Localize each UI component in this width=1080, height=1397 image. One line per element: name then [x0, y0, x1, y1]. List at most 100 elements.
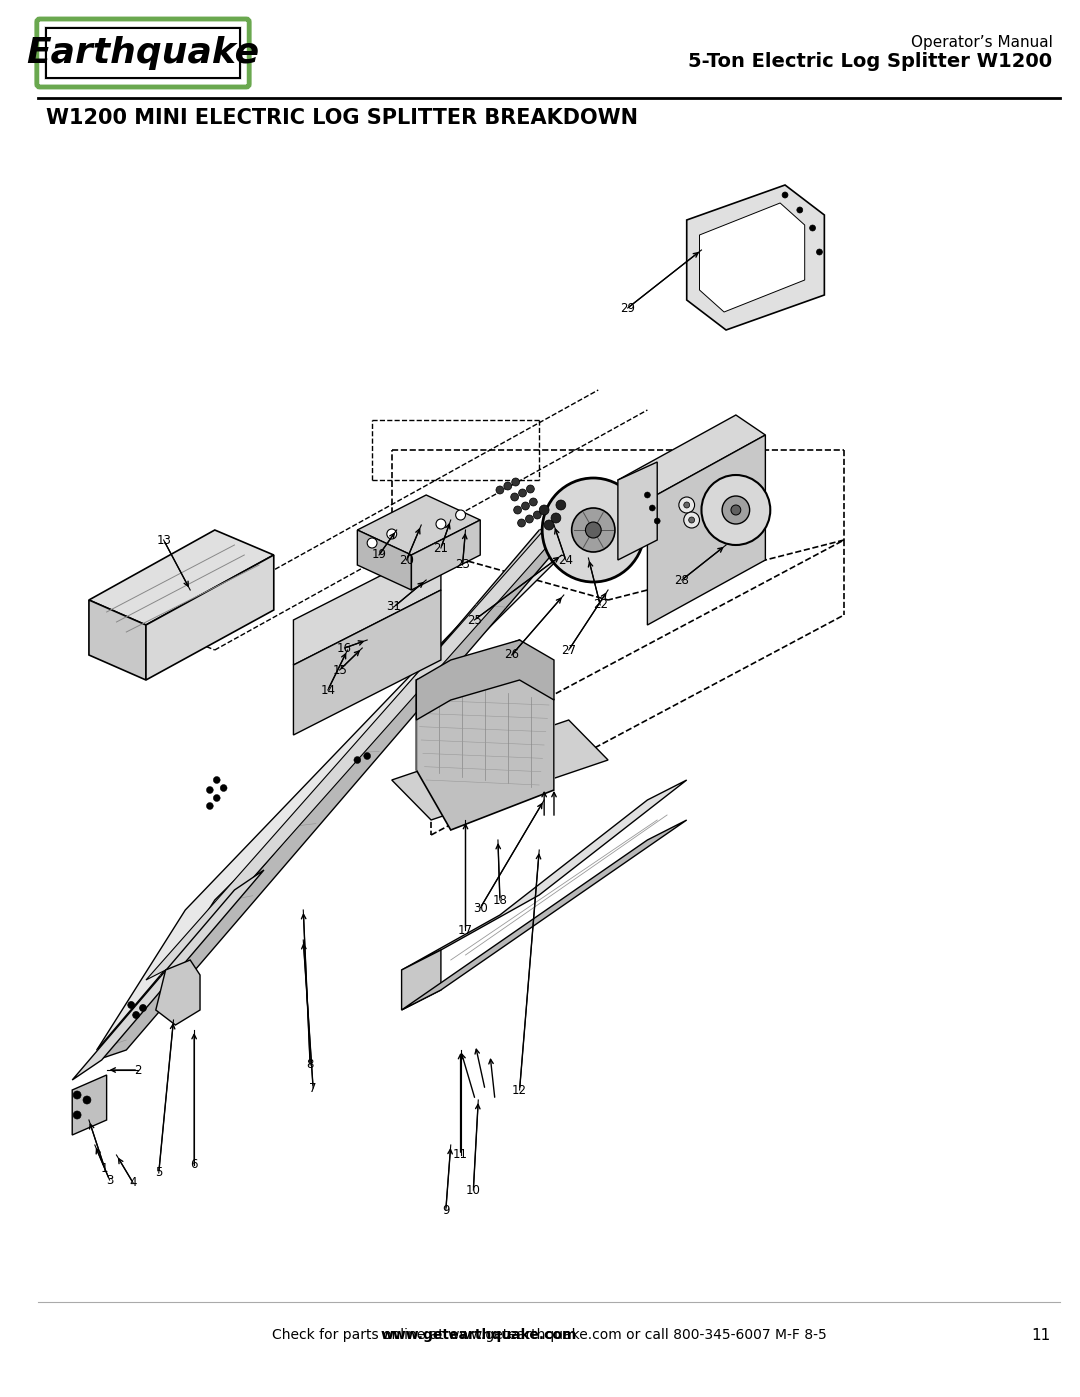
Circle shape [364, 753, 370, 760]
Polygon shape [72, 870, 264, 1080]
Text: Operator’s Manual: Operator’s Manual [910, 35, 1053, 50]
Polygon shape [402, 780, 687, 970]
Polygon shape [411, 520, 481, 590]
Text: 26: 26 [504, 648, 519, 662]
Text: 13: 13 [157, 534, 171, 546]
Circle shape [684, 511, 700, 528]
Text: 14: 14 [321, 683, 336, 697]
Circle shape [556, 500, 566, 510]
Text: 27: 27 [562, 644, 577, 657]
Circle shape [518, 489, 526, 497]
Circle shape [73, 1111, 81, 1119]
Circle shape [214, 795, 220, 802]
Circle shape [539, 504, 549, 515]
Text: 11: 11 [454, 1148, 468, 1161]
Text: 23: 23 [455, 559, 470, 571]
Circle shape [534, 511, 541, 520]
Polygon shape [294, 590, 441, 735]
FancyBboxPatch shape [43, 27, 242, 80]
Text: 25: 25 [467, 613, 482, 626]
Text: 7: 7 [309, 1081, 316, 1094]
Text: 1: 1 [100, 1161, 108, 1175]
Text: 17: 17 [458, 923, 473, 936]
Circle shape [206, 802, 214, 809]
Circle shape [731, 504, 741, 515]
Circle shape [220, 785, 227, 792]
Polygon shape [156, 960, 200, 1025]
Text: 15: 15 [333, 664, 347, 676]
Text: 5-Ton Electric Log Splitter W1200: 5-Ton Electric Log Splitter W1200 [688, 52, 1053, 71]
Text: Check for parts online at www.getearthquake.com or call 800-345-6007 M-F 8-5: Check for parts online at www.getearthqu… [272, 1329, 826, 1343]
Circle shape [782, 191, 788, 198]
Circle shape [684, 502, 690, 509]
Circle shape [649, 504, 656, 511]
Text: 11: 11 [1031, 1327, 1051, 1343]
Circle shape [367, 538, 377, 548]
Circle shape [571, 509, 615, 552]
Circle shape [702, 475, 770, 545]
Polygon shape [72, 1076, 107, 1134]
Text: 16: 16 [337, 641, 352, 655]
Circle shape [139, 1004, 147, 1011]
Text: 3: 3 [106, 1173, 113, 1186]
Circle shape [436, 520, 446, 529]
Polygon shape [392, 719, 608, 820]
Circle shape [679, 497, 694, 513]
Text: 22: 22 [593, 598, 608, 612]
Text: 29: 29 [620, 302, 635, 314]
Polygon shape [618, 462, 658, 560]
Text: W1200 MINI ELECTRIC LOG SPLITTER BREAKDOWN: W1200 MINI ELECTRIC LOG SPLITTER BREAKDO… [45, 108, 637, 129]
Polygon shape [89, 529, 273, 624]
Circle shape [496, 486, 504, 495]
Circle shape [206, 787, 214, 793]
Polygon shape [97, 490, 627, 1051]
Polygon shape [416, 640, 554, 830]
Text: 8: 8 [307, 1059, 314, 1071]
Polygon shape [357, 495, 481, 555]
Circle shape [654, 518, 660, 524]
Polygon shape [89, 599, 146, 680]
Circle shape [551, 513, 561, 522]
Text: 30: 30 [473, 901, 487, 915]
Circle shape [214, 777, 220, 784]
Circle shape [387, 529, 396, 539]
Text: 24: 24 [558, 553, 573, 567]
Polygon shape [357, 529, 411, 590]
Text: 4: 4 [130, 1176, 137, 1189]
Text: 12: 12 [512, 1084, 527, 1097]
Circle shape [645, 492, 650, 497]
Polygon shape [402, 950, 441, 1010]
Circle shape [544, 520, 554, 529]
Text: 18: 18 [492, 894, 508, 907]
Circle shape [585, 522, 602, 538]
Text: 28: 28 [674, 574, 689, 587]
Text: 20: 20 [400, 553, 414, 567]
Circle shape [514, 506, 522, 514]
Polygon shape [402, 820, 687, 1010]
Circle shape [73, 1091, 81, 1099]
Circle shape [512, 478, 519, 486]
Text: 10: 10 [465, 1183, 481, 1196]
Circle shape [816, 249, 822, 256]
Polygon shape [146, 555, 273, 680]
Circle shape [133, 1011, 139, 1018]
Polygon shape [146, 500, 589, 981]
Polygon shape [647, 434, 766, 624]
Text: 2: 2 [134, 1063, 141, 1077]
Text: 19: 19 [372, 549, 387, 562]
Circle shape [529, 497, 537, 506]
Circle shape [526, 515, 534, 522]
Circle shape [517, 520, 526, 527]
Circle shape [542, 478, 645, 583]
Circle shape [456, 510, 465, 520]
Circle shape [797, 207, 802, 212]
Polygon shape [700, 203, 805, 312]
Polygon shape [687, 184, 824, 330]
Text: 31: 31 [387, 601, 401, 613]
Circle shape [526, 485, 535, 493]
Circle shape [354, 757, 361, 764]
Polygon shape [618, 415, 766, 500]
Circle shape [511, 493, 518, 502]
Polygon shape [416, 640, 554, 719]
Text: 21: 21 [433, 542, 448, 555]
